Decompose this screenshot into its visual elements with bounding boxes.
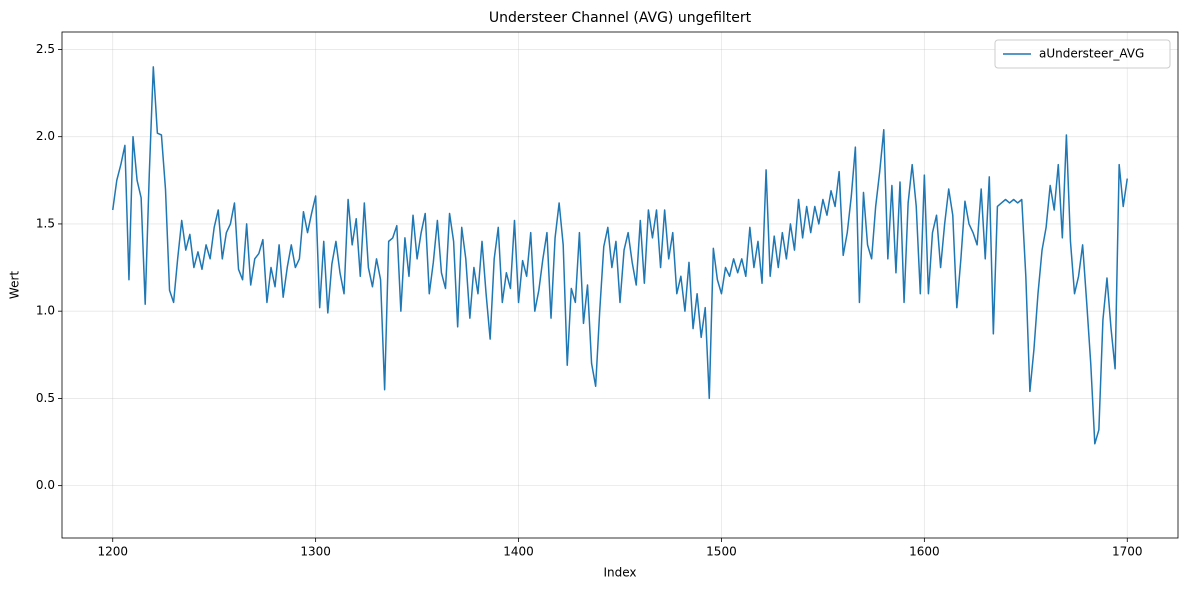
y-tick-label: 1.0: [36, 304, 55, 318]
x-tick-label: 1600: [909, 545, 940, 559]
y-axis-label: Wert: [8, 271, 22, 299]
x-tick-label: 1700: [1112, 545, 1143, 559]
x-tick-label: 1300: [300, 545, 331, 559]
x-tick-label: 1500: [706, 545, 737, 559]
data-line: [111, 66, 1129, 445]
chart-title: Understeer Channel (AVG) ungefiltert: [489, 10, 752, 26]
plot-frame: [61, 31, 1179, 539]
x-tick-label: 1200: [97, 545, 128, 559]
legend-box: [994, 39, 1171, 69]
legend-label: aUndersteer_AVG: [1039, 47, 1144, 61]
y-tick-label: 0.5: [36, 391, 55, 405]
y-tick-label: 1.5: [36, 216, 55, 230]
x-tick-label: 1400: [503, 545, 534, 559]
y-tick-label: 2.0: [36, 129, 55, 143]
x-axis-label: Index: [603, 566, 636, 580]
legend: aUndersteer_AVG: [994, 39, 1171, 69]
y-tick-label: 0.0: [36, 478, 55, 492]
y-tick-label: 2.5: [36, 42, 55, 56]
